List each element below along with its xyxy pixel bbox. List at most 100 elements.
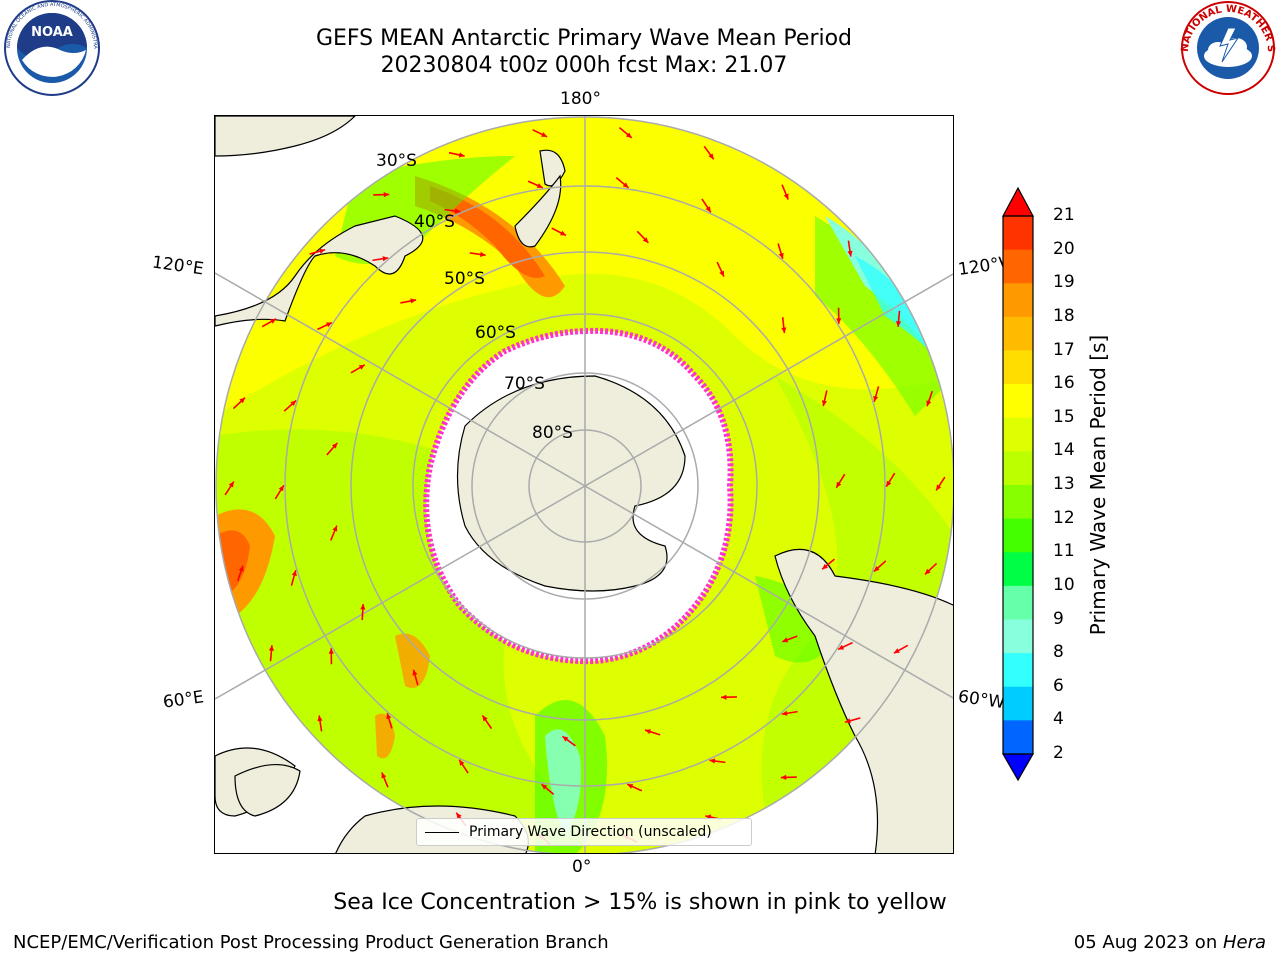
wave-arrow-head [291, 570, 297, 577]
colorbar-segment [1003, 451, 1033, 486]
wave-arrow-head [278, 485, 284, 492]
wave-arrow-head [458, 152, 465, 158]
colorbar-tick-label: 15 [1053, 406, 1075, 427]
wave-arrow-head [332, 525, 338, 532]
wave-arrow-head [331, 442, 338, 449]
wave-arrow-head [719, 270, 725, 277]
wave-arrow-head [781, 327, 787, 334]
lat-label-40s: 40°S [414, 212, 455, 232]
wave-arrow-head [778, 252, 784, 259]
wave-arrow-head [895, 321, 902, 327]
wave-arrow-head [328, 648, 334, 654]
graticule [215, 116, 953, 853]
wave-arrow-head [708, 153, 714, 160]
chart-title: GEFS MEAN Antarctic Primary Wave Mean Pe… [315, 26, 853, 51]
wave-arrow-head [482, 715, 488, 722]
colorbar-segment [1003, 653, 1033, 688]
colorbar-segment [1003, 350, 1033, 385]
colorbar-segment [1003, 417, 1033, 452]
colorbar-segment [1003, 249, 1033, 284]
credit-date: 05 Aug 2023 on Hera [1074, 932, 1266, 953]
colorbar-tick-label: 21 [1053, 205, 1075, 225]
wave-arrow-head [838, 644, 845, 650]
lon-label-180: 180° [560, 89, 601, 109]
colorbar-tick-label: 20 [1053, 238, 1075, 259]
colorbar-tick-label: 13 [1053, 474, 1075, 494]
wave-arrow-head [642, 237, 649, 243]
wave-arrow-head [709, 758, 716, 764]
wave-arrow-head [627, 784, 634, 789]
wave-arrow-head [781, 710, 788, 716]
wave-arrow-head [317, 715, 323, 722]
colorbar-segment [1003, 518, 1033, 553]
colorbar-tick-label: 8 [1053, 642, 1064, 663]
wave-arrow-head [924, 568, 931, 575]
colorbar-tick-label: 9 [1053, 608, 1064, 629]
wave-arrow-head [325, 322, 332, 328]
map-plot [215, 116, 953, 853]
wave-arrow-head [836, 481, 842, 488]
wave-arrow-head [873, 395, 879, 402]
svg-text:NOAA: NOAA [31, 25, 73, 40]
credit-branch: NCEP/EMC/Verification Post Processing Pr… [13, 932, 609, 953]
wave-arrow-head [360, 604, 366, 610]
colorbar [1001, 186, 1035, 782]
colorbar-segment [1003, 384, 1033, 419]
wave-arrow-head [270, 318, 277, 324]
wave-arrow-head [625, 132, 632, 138]
wave-arrow-head [821, 400, 828, 407]
wave-arrow-head [228, 481, 234, 488]
colorbar-segment [1003, 552, 1033, 587]
wave-arrow-head [873, 565, 880, 572]
colorbar-tick-label: 14 [1053, 440, 1075, 461]
wave-arrow-head [412, 669, 418, 676]
wave-arrow-head [383, 191, 390, 198]
wave-arrow-head [459, 759, 465, 766]
lat-label-60s: 60°S [475, 323, 516, 343]
colorbar-label: Primary Wave Mean Period [s] [1086, 334, 1110, 636]
wave-arrow-head [886, 480, 892, 487]
chart-subtitle: 20230804 t00z 000h fcst Max: 21.07 [380, 53, 788, 78]
wave-arrow-head [410, 298, 417, 304]
wave-arrow-head [290, 400, 297, 407]
credit-date-text: 05 Aug 2023 on [1073, 932, 1223, 953]
colorbar-segment [1003, 316, 1033, 351]
colorbar-segment [1003, 485, 1033, 520]
wave-arrow-head [562, 736, 569, 742]
colorbar-segment [1003, 283, 1033, 318]
colorbar-tick-label: 6 [1053, 675, 1064, 696]
colorbar-tick-label: 17 [1053, 339, 1075, 360]
wave-arrow-head [644, 729, 651, 735]
colorbar-segment [1003, 585, 1033, 620]
antarctica [423, 327, 734, 665]
legend-label: Primary Wave Direction (unscaled) [469, 824, 712, 840]
credit-machine: Hera [1222, 932, 1266, 953]
wave-arrow-head [782, 637, 789, 643]
nws-logo: NATIONAL WEATHER SERVICE [1176, 0, 1276, 95]
wave-arrow-head [926, 400, 932, 407]
wave-arrow-head [822, 563, 828, 570]
wave-arrow-head [238, 565, 244, 572]
wave-arrow-head [386, 713, 392, 720]
wave-arrow-head [780, 774, 787, 781]
wave-arrow-head [456, 812, 462, 819]
wave-arrow-head [319, 248, 326, 254]
wave-arrow-head [479, 251, 486, 257]
colorbar-tick-label: 18 [1053, 305, 1075, 326]
noaa-logo: NOAA NATIONAL OCEANIC AND ATMOSPHERIC AD… [0, 0, 100, 96]
wave-arrow-head [239, 397, 246, 404]
wave-arrow-head [622, 182, 629, 188]
wave-arrow-head [536, 183, 543, 188]
lon-label-0: 0° [572, 857, 592, 877]
wave-arrow-head [936, 484, 942, 491]
colorbar-tick-label: 19 [1053, 272, 1075, 293]
wave-direction-arrows [224, 127, 946, 845]
sea-ice-note: Sea Ice Concentration > 15% is shown in … [333, 890, 947, 915]
lat-label-50s: 50°S [444, 269, 485, 289]
lon-label-60e: 60°E [161, 687, 206, 713]
wave-arrow-head [541, 132, 548, 137]
colorbar-segment [1003, 686, 1033, 721]
lon-label-120e: 120°E [150, 252, 205, 280]
lat-label-80s: 80°S [532, 423, 573, 443]
wave-arrow-head [381, 772, 387, 779]
